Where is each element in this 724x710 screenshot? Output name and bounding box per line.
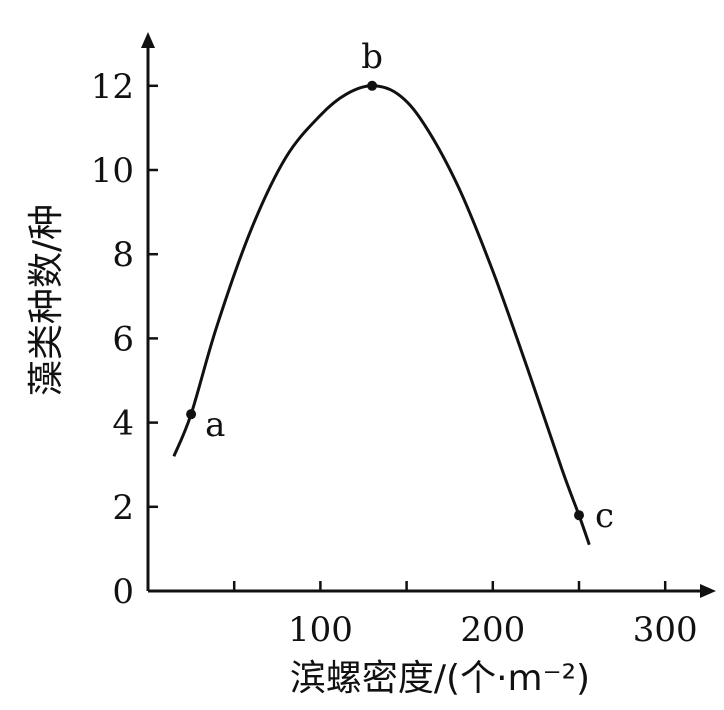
data-point-label-a: a <box>205 405 225 445</box>
y-tick-label: 0 <box>112 572 134 612</box>
x-ticks: 100 200 300 <box>232 581 698 650</box>
x-tick-label: 300 <box>633 610 698 650</box>
y-ticks: 0 2 4 6 8 10 12 <box>91 67 158 612</box>
data-points: a b c <box>186 37 614 536</box>
data-point-label-c: c <box>595 496 614 536</box>
y-axis-arrow <box>141 32 155 48</box>
y-tick-label: 8 <box>112 235 134 275</box>
axes <box>141 32 716 598</box>
y-tick-label: 6 <box>112 319 134 359</box>
data-point-a <box>186 409 197 420</box>
y-tick-label: 10 <box>91 151 134 191</box>
x-axis-label: 滨螺密度/(个·m⁻²) <box>290 658 590 699</box>
y-tick-label: 2 <box>112 488 134 528</box>
series-line <box>172 84 591 546</box>
y-tick-label: 4 <box>112 404 134 444</box>
y-tick-label: 12 <box>91 67 134 107</box>
data-point-b <box>367 80 378 91</box>
x-tick-label: 100 <box>288 610 353 650</box>
x-axis-arrow <box>700 584 716 598</box>
y-axis-label: 藻类种数/种 <box>26 204 67 396</box>
data-point-c <box>574 510 584 521</box>
x-tick-label: 200 <box>460 610 525 650</box>
data-point-label-b: b <box>361 37 383 77</box>
